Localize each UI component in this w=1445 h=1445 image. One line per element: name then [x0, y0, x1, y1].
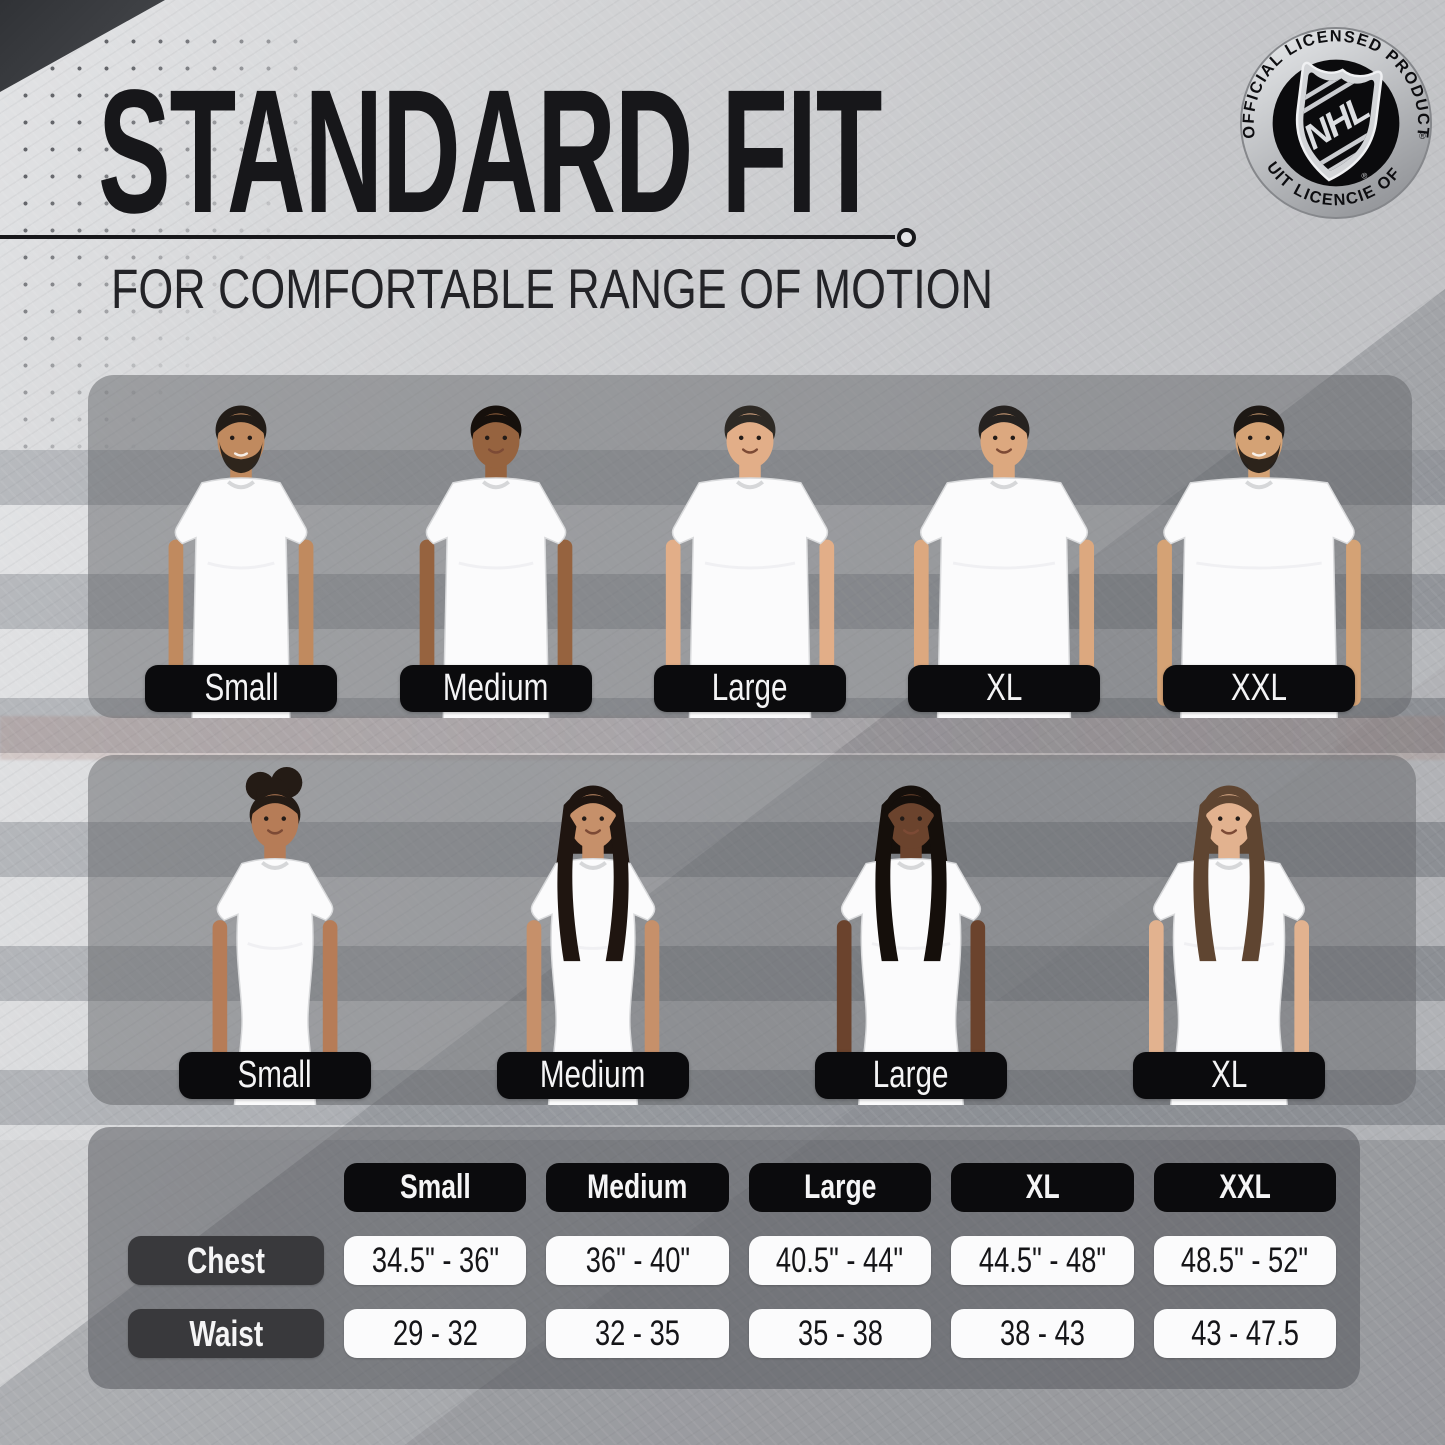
- size-pill: XL: [1133, 1052, 1325, 1099]
- svg-text:®: ®: [1361, 171, 1368, 181]
- title-divider-line: [0, 235, 895, 239]
- size-pill: Small: [145, 665, 338, 712]
- table-cell-waist-xl: 38 - 43: [951, 1309, 1134, 1358]
- size-pill: Large: [815, 1052, 1007, 1099]
- table-cell-waist-medium: 32 - 35: [546, 1309, 729, 1358]
- page-title: STANDARD FIT: [98, 54, 882, 250]
- model-photo-man-large: [628, 385, 872, 718]
- model-photo-man-xl: [882, 385, 1126, 718]
- nhl-shield-icon: NHL ®: [1288, 61, 1384, 187]
- table-cell-waist-large: 35 - 38: [748, 1309, 932, 1358]
- size-pill: XL: [908, 665, 1101, 712]
- model-photo-man-small: [119, 385, 363, 718]
- table-cell-chest-medium: 36" - 40": [546, 1236, 729, 1285]
- divider-end-circle-icon: [897, 228, 916, 247]
- table-corner-spacer: [128, 1163, 324, 1212]
- size-pill: Medium: [497, 1052, 689, 1099]
- table-header-xxl: XXL: [1153, 1163, 1336, 1212]
- womens-sizes-panel: Small Medium Large XL: [88, 755, 1416, 1105]
- table-header-medium: Medium: [546, 1163, 729, 1212]
- model-photo-woman-large: [789, 766, 1033, 1105]
- mens-model-medium: Medium: [368, 375, 622, 718]
- mens-sizes-panel: Small Medium Large XL XXL: [88, 375, 1412, 718]
- table-header-small: Small: [344, 1163, 527, 1212]
- table-header-xl: XL: [951, 1163, 1134, 1212]
- background-crowd-band: [0, 716, 1445, 760]
- page-subtitle: FOR COMFORTABLE RANGE OF MOTION: [111, 257, 993, 320]
- mens-model-large: Large: [623, 375, 877, 718]
- table-cell-waist-xxl: 43 - 47.5: [1153, 1309, 1336, 1358]
- model-photo-woman-medium: [471, 766, 715, 1105]
- womens-model-small: Small: [116, 755, 434, 1105]
- size-pill: Medium: [399, 665, 592, 712]
- nhl-licensed-badge-icon: OFFICIAL LICENSED PRODUCT PRODUIT LICENC…: [1240, 26, 1433, 220]
- table-row-label-chest: Chest: [128, 1236, 324, 1285]
- womens-model-xl: XL: [1070, 755, 1388, 1105]
- model-photo-man-xxl: [1137, 385, 1381, 718]
- womens-model-large: Large: [752, 755, 1070, 1105]
- size-pill: Small: [179, 1052, 371, 1099]
- mens-model-small: Small: [114, 375, 368, 718]
- size-table-panel: Small Medium Large XL XXL Chest 34.5" - …: [88, 1127, 1360, 1389]
- size-pill: XXL: [1162, 665, 1355, 712]
- model-photo-woman-small: [153, 766, 397, 1105]
- table-cell-chest-xxl: 48.5" - 52": [1153, 1236, 1336, 1285]
- size-table: Small Medium Large XL XXL Chest 34.5" - …: [88, 1127, 1360, 1358]
- size-pill: Large: [654, 665, 847, 712]
- badge-registered-mark: ®: [1419, 131, 1426, 141]
- womens-model-medium: Medium: [434, 755, 752, 1105]
- table-cell-chest-xl: 44.5" - 48": [951, 1236, 1134, 1285]
- mens-model-xl: XL: [877, 375, 1131, 718]
- mens-model-xxl: XXL: [1132, 375, 1386, 718]
- table-cell-waist-small: 29 - 32: [344, 1309, 527, 1358]
- model-photo-man-medium: [374, 385, 618, 718]
- table-header-large: Large: [748, 1163, 932, 1212]
- table-cell-chest-large: 40.5" - 44": [748, 1236, 932, 1285]
- table-cell-chest-small: 34.5" - 36": [344, 1236, 527, 1285]
- model-photo-woman-xl: [1107, 766, 1351, 1105]
- table-row-label-waist: Waist: [128, 1309, 324, 1358]
